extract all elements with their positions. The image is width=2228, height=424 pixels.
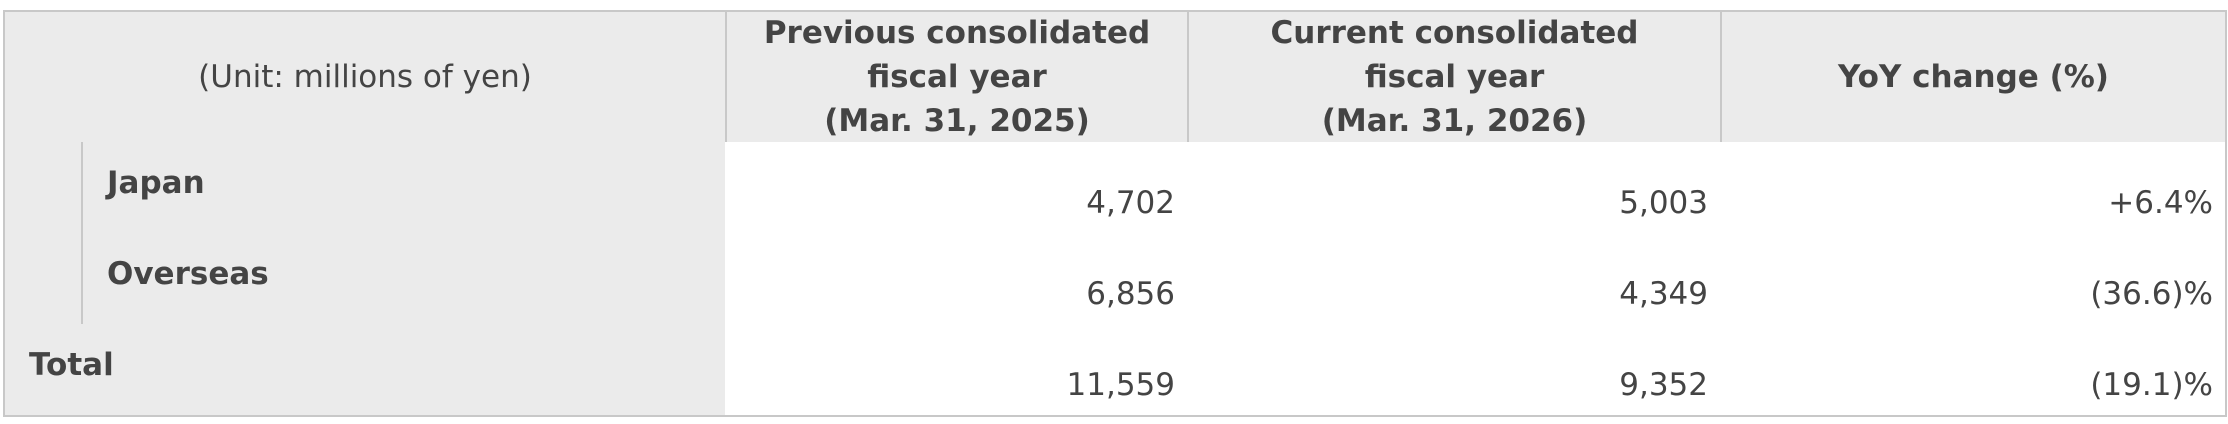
value-cell: 11,559 [725, 324, 1189, 417]
column-header: YoY change (%) [1720, 10, 2227, 144]
value-cell: 9,352 [1187, 324, 1722, 417]
value: 11,559 [1066, 367, 1175, 403]
column-header: Current consolidated fiscal year (Mar. 31,… [1187, 10, 1722, 144]
row-label: Overseas [81, 233, 727, 326]
header-line: YoY change (%) [1838, 59, 2109, 95]
header-line: (Mar. 31, 2026) [1321, 103, 1588, 139]
header-line: Previous consolidated [763, 15, 1151, 51]
row-label: Japan [81, 142, 727, 235]
header-line: fiscal year [867, 59, 1047, 95]
column-header: Previous consolidated fiscal year (Mar. 31… [725, 10, 1189, 144]
row-label: Total [3, 324, 727, 417]
value: 4,702 [1086, 185, 1175, 221]
value: 4,349 [1619, 276, 1708, 312]
indent-block [3, 142, 81, 326]
value: 5,003 [1619, 185, 1708, 221]
value: 6,856 [1086, 276, 1175, 312]
header-line: Current consolidated [1270, 15, 1639, 51]
value-cell: 4,349 [1187, 233, 1722, 326]
header-line: (Mar. 31, 2025) [824, 103, 1090, 139]
header-line: fiscal year [1364, 59, 1545, 95]
value: (19.1)% [2090, 367, 2213, 403]
unit-header: (Unit: millions of yen) [3, 10, 727, 144]
row-name: Japan [107, 164, 205, 201]
value-cell: (36.6)% [1720, 233, 2227, 326]
value-cell: (19.1)% [1720, 324, 2227, 417]
value-cell: 6,856 [725, 233, 1189, 326]
row-name: Total [29, 346, 114, 383]
value: 9,352 [1619, 367, 1708, 403]
value: +6.4% [2108, 185, 2213, 221]
value-cell: +6.4% [1720, 142, 2227, 235]
value-cell: 5,003 [1187, 142, 1722, 235]
unit-label: (Unit: millions of yen) [198, 59, 532, 95]
row-name: Overseas [107, 255, 269, 292]
value: (36.6)% [2090, 276, 2213, 312]
value-cell: 4,702 [725, 142, 1189, 235]
